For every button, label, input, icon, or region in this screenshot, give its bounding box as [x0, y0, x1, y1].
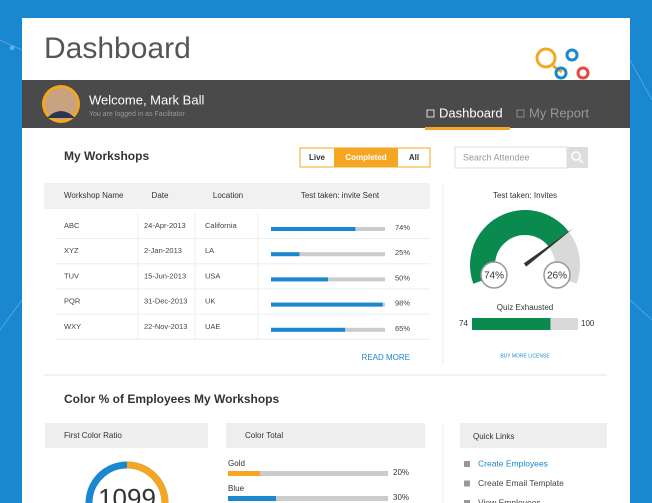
tab-icon [516, 109, 525, 118]
tab[interactable]: My Report [529, 105, 589, 120]
link-bullet [464, 480, 470, 487]
color-bar [228, 471, 260, 476]
color-name: Blue [228, 484, 245, 493]
progress-label: 65% [395, 324, 410, 333]
panel-header [226, 423, 425, 448]
panel-title: First Color Ratio [64, 431, 122, 440]
quiz-fill [472, 318, 551, 330]
quick-link[interactable]: View Employees [478, 497, 541, 503]
search-icon [571, 151, 581, 161]
filter-active [334, 148, 398, 167]
panel-header [460, 423, 607, 448]
tab-icon [426, 109, 435, 118]
table-cell: ABC [64, 221, 80, 230]
table-cell: California [205, 221, 238, 230]
user-bar [22, 80, 630, 128]
donut-total: 1099 [98, 483, 156, 503]
section-title: My Workshops [64, 149, 149, 163]
color-total: Gold 20% Blue 30% [228, 459, 409, 502]
search-icon [578, 158, 584, 164]
table-cell: TUV [64, 271, 79, 280]
link-bullet [464, 461, 470, 467]
table-header [44, 183, 430, 209]
table-cell: USA [205, 271, 220, 280]
avatar [45, 88, 77, 120]
filter-button[interactable]: Live [309, 153, 326, 162]
progress-bar [271, 302, 383, 307]
quiz-value: 74 [459, 319, 468, 328]
progress-bar [271, 252, 300, 257]
table-cell: UAE [205, 322, 220, 331]
table-cell: PQR [64, 297, 81, 306]
progress-label: 98% [395, 299, 410, 308]
filter-button[interactable]: All [409, 153, 419, 162]
progress-label: 25% [395, 248, 410, 257]
search-placeholder: Search Attendee [463, 152, 530, 162]
logo [535, 47, 590, 80]
quiz-max: 100 [581, 319, 595, 328]
donut-segment [126, 461, 169, 503]
table-cell: UK [205, 297, 215, 306]
color-bar [228, 496, 276, 501]
color-track [228, 496, 388, 501]
page-title: Dashboard [44, 32, 191, 65]
welcome: Welcome, Mark Ball [89, 92, 204, 107]
color-value: 30% [393, 493, 409, 502]
progress-label: 50% [395, 273, 410, 282]
gauge-label: 26% [547, 271, 567, 282]
progress-bar [271, 277, 328, 282]
table-cell: 15-Jun-2013 [144, 271, 186, 280]
color-name: Gold [228, 459, 245, 468]
filters: Live Completed All [299, 147, 431, 168]
table-cell: 24-Apr-2013 [144, 221, 186, 230]
buy-license[interactable]: BUY MORE LICENSE [500, 353, 550, 359]
progress-label: 74% [395, 223, 410, 232]
quick-links: Create Employees Create Email Template Vie… [464, 458, 564, 503]
progress-track [271, 252, 385, 257]
column-header: Test taken: invite Sent [301, 191, 380, 200]
color-value: 20% [393, 468, 409, 477]
column-header: Workshop Name [64, 191, 124, 200]
login-status: You are logged in as Facilitator [89, 111, 186, 118]
filter-button[interactable]: Completed [345, 153, 386, 162]
table-cell: 31-Dec-2013 [144, 297, 187, 306]
tab-underline [425, 127, 510, 130]
table-cell: 2-Jan-2013 [144, 246, 182, 255]
table-cell: WXY [64, 322, 81, 331]
tabs: Dashboard My Report [425, 105, 589, 130]
color-track [228, 471, 388, 476]
gauge-needle [523, 228, 574, 267]
workshop-table: Workshop Name Date Location Test taken: inv… [56, 191, 430, 340]
table-cell: LA [205, 246, 214, 255]
gauge-title: Test taken: Invites [493, 191, 557, 200]
gauge-bubble [543, 261, 571, 289]
section-title: Color % of Employees My Workshops [64, 392, 279, 406]
progress-bar [271, 227, 356, 231]
panel-title: Quick Links [473, 432, 514, 441]
panel-title: Color Total [245, 431, 283, 440]
gauge: 74% 26% [470, 210, 580, 289]
progress-bar [271, 327, 346, 332]
link-bullet [464, 500, 470, 503]
gauge-bubble [480, 261, 508, 289]
panel-header [45, 423, 208, 448]
tab[interactable]: Dashboard [439, 105, 503, 120]
avatar-suit [47, 111, 75, 118]
quiz-bar: 74 100 [459, 318, 595, 330]
column-header: Location [213, 191, 243, 200]
column-header: Date [152, 191, 169, 200]
quiz-title: Quiz Exhausted [497, 303, 553, 312]
quick-link[interactable]: Create Email Template [478, 478, 564, 488]
gauge-label: 74% [484, 271, 504, 282]
table-cell: XYZ [64, 246, 79, 255]
table-cell: 22-Nov-2013 [144, 322, 187, 331]
search-button[interactable] [567, 147, 588, 168]
quick-link[interactable]: Create Employees [478, 458, 548, 468]
read-more[interactable]: READ MORE [362, 353, 410, 362]
background-network [0, 39, 652, 331]
